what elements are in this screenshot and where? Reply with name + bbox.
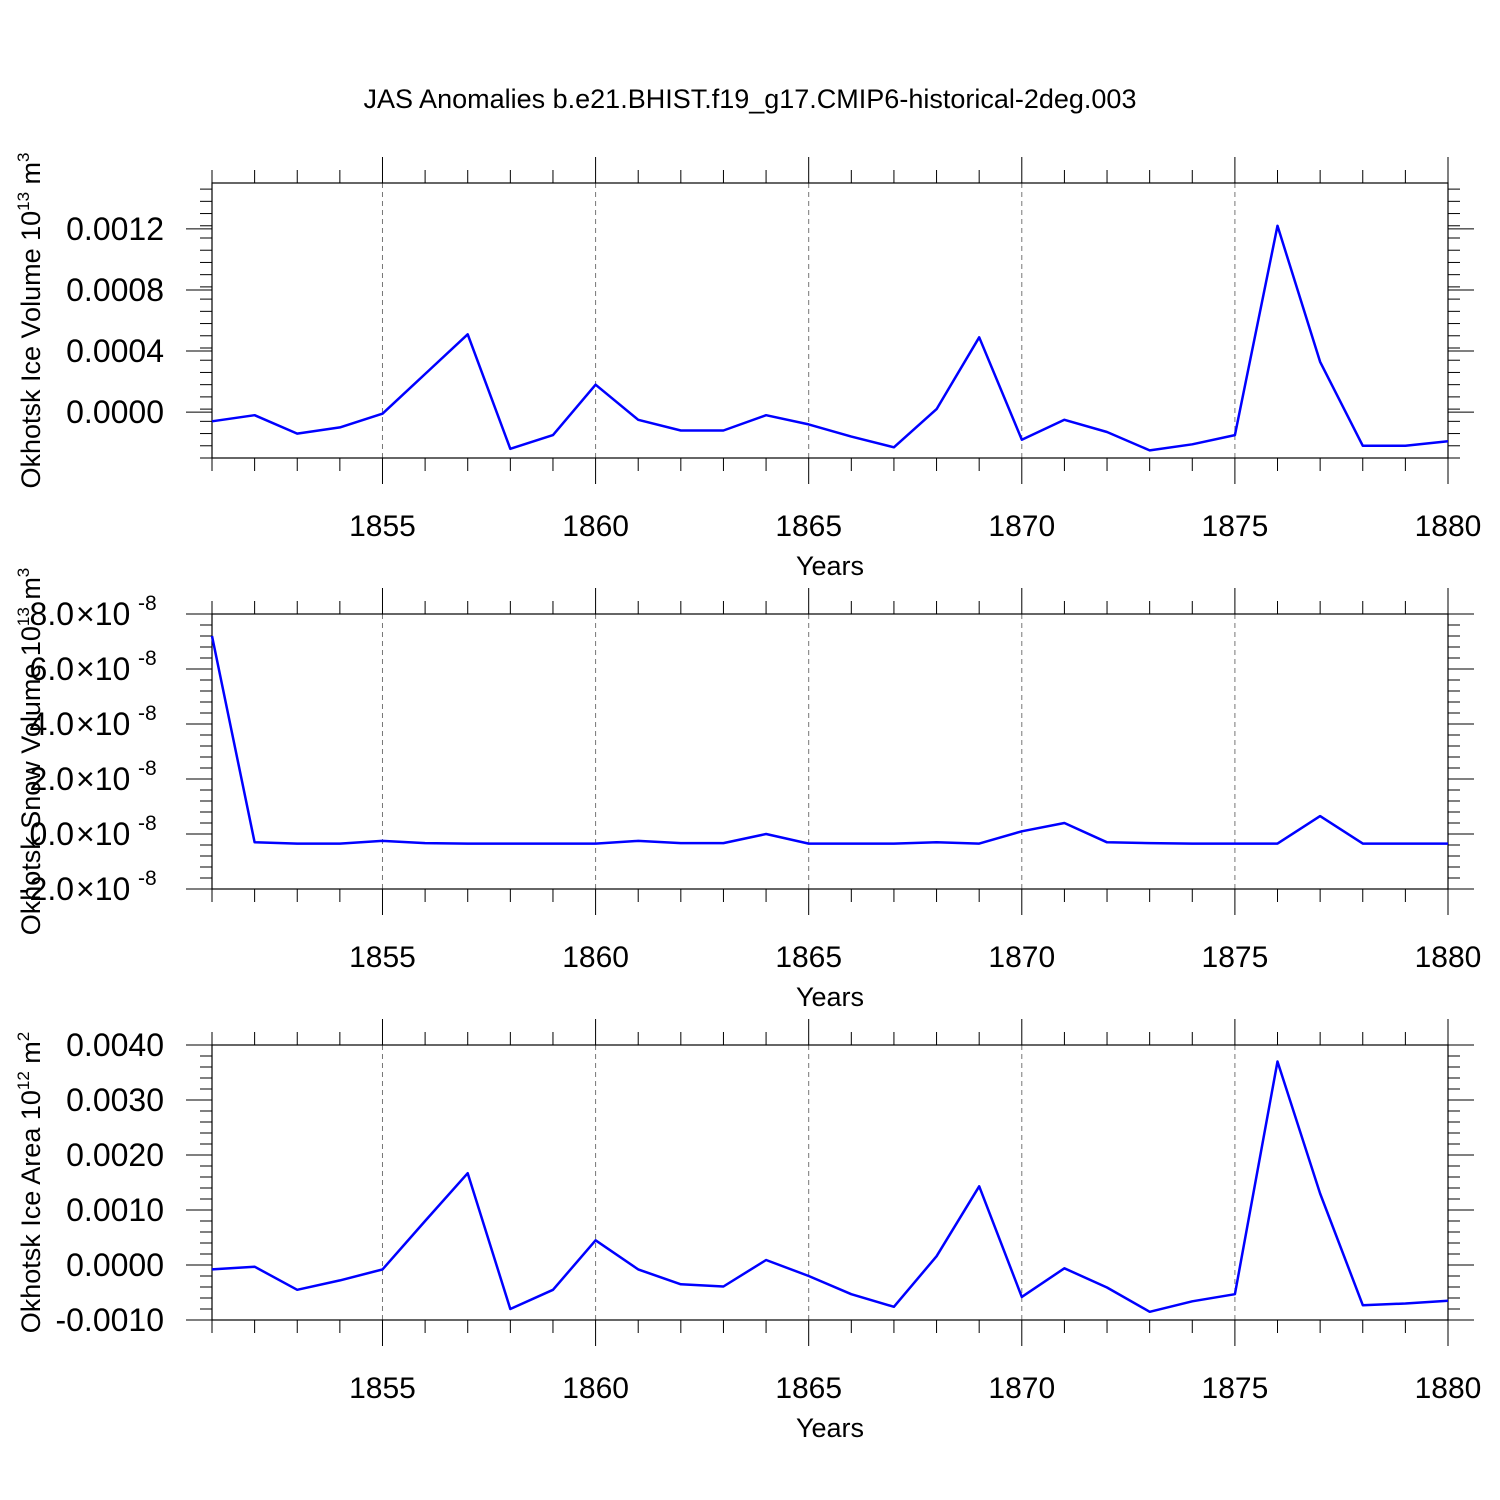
y-axis-label: Okhotsk Snow Volume 1013 m3 bbox=[14, 568, 46, 936]
plot-frame bbox=[211, 182, 1449, 459]
y-tick-label: -2.0 bbox=[19, 871, 74, 907]
y-tick-label-exp: ×10 bbox=[76, 816, 130, 852]
y-tick-label: 6.0 bbox=[30, 651, 74, 687]
x-tick-label: 1860 bbox=[562, 941, 629, 974]
x-axis-label: Years bbox=[796, 1413, 864, 1443]
y-tick-label-exp: ×10 bbox=[76, 706, 130, 742]
chart-panel-1: 1855 1860 1865 1870 1875 1880 Years 0.0000 0.000… bbox=[14, 152, 1481, 581]
x-axis-label: Years bbox=[796, 551, 864, 581]
x-tick-label: 1865 bbox=[775, 510, 842, 543]
y-tick-label: 0.0030 bbox=[66, 1082, 164, 1118]
y-tick-label: 0.0040 bbox=[66, 1027, 164, 1063]
x-tick-label: 1875 bbox=[1202, 941, 1269, 974]
y-tick-label-exp: ×10 bbox=[76, 596, 130, 632]
x-axis-label: Years bbox=[796, 982, 864, 1012]
y-tick-label-sup: -8 bbox=[138, 702, 157, 725]
y-tick-label: 0.0008 bbox=[66, 272, 164, 308]
x-tick-label: 1880 bbox=[1415, 941, 1482, 974]
y-tick-label: 0.0000 bbox=[66, 394, 164, 430]
series-line bbox=[211, 1060, 1449, 1314]
y-tick-label: -0.0010 bbox=[55, 1302, 164, 1338]
y-axis-label: Okhotsk Ice Area 1012 m2 bbox=[14, 1032, 46, 1334]
y-tick-label-sup: -8 bbox=[138, 757, 157, 780]
x-tick-label: 1870 bbox=[988, 941, 1055, 974]
y-tick-label: 0.0004 bbox=[66, 333, 164, 369]
x-tick-label: 1855 bbox=[349, 510, 416, 543]
y-tick-label: 0.0000 bbox=[66, 1247, 164, 1283]
y-tick-label-exp: ×10 bbox=[76, 871, 130, 907]
y-tick-label-sup: -8 bbox=[138, 647, 157, 670]
y-tick-label-sup: -8 bbox=[138, 812, 157, 835]
x-tick-label: 1860 bbox=[562, 1372, 629, 1405]
y-tick-label: 0.0010 bbox=[66, 1192, 164, 1228]
x-tick-label: 1865 bbox=[775, 941, 842, 974]
panels: 1855 1860 1865 1870 1875 1880 Years 0.0000 0.000… bbox=[14, 152, 1481, 1443]
x-tick-label: 1875 bbox=[1202, 510, 1269, 543]
x-tick-label: 1870 bbox=[988, 1372, 1055, 1405]
y-tick-label-exp: ×10 bbox=[76, 761, 130, 797]
x-tick-label: 1880 bbox=[1415, 510, 1482, 543]
x-tick-label: 1865 bbox=[775, 1372, 842, 1405]
y-tick-label: 0.0012 bbox=[66, 211, 164, 247]
series-line bbox=[210, 635, 1448, 845]
x-tick-label: 1880 bbox=[1415, 1372, 1482, 1405]
series-line bbox=[211, 224, 1449, 452]
y-tick-label: 0.0020 bbox=[66, 1137, 164, 1173]
y-tick-label-exp: ×10 bbox=[76, 651, 130, 687]
x-tick-label: 1870 bbox=[988, 510, 1055, 543]
chart-panel-3: 1855 1860 1865 1870 1875 1880 Years -0.0010 0.00… bbox=[14, 1019, 1481, 1443]
x-tick-label: 1860 bbox=[562, 510, 629, 543]
y-tick-label-sup: -8 bbox=[138, 592, 157, 615]
x-tick-label: 1855 bbox=[349, 1372, 416, 1405]
x-tick-label: 1855 bbox=[349, 941, 416, 974]
y-tick-label: 4.0 bbox=[30, 706, 74, 742]
y-tick-label: 0.0 bbox=[30, 816, 74, 852]
y-tick-label: 8.0 bbox=[30, 596, 74, 632]
plot-frame bbox=[211, 1044, 1449, 1321]
y-tick-label-sup: -8 bbox=[138, 867, 157, 890]
plot-frame bbox=[211, 613, 1449, 890]
y-tick-label: 2.0 bbox=[30, 761, 74, 797]
y-axis-label: Okhotsk Ice Volume 1013 m3 bbox=[14, 152, 46, 488]
figure-title: JAS Anomalies b.e21.BHIST.f19_g17.CMIP6-… bbox=[364, 84, 1137, 114]
x-tick-label: 1875 bbox=[1202, 1372, 1269, 1405]
